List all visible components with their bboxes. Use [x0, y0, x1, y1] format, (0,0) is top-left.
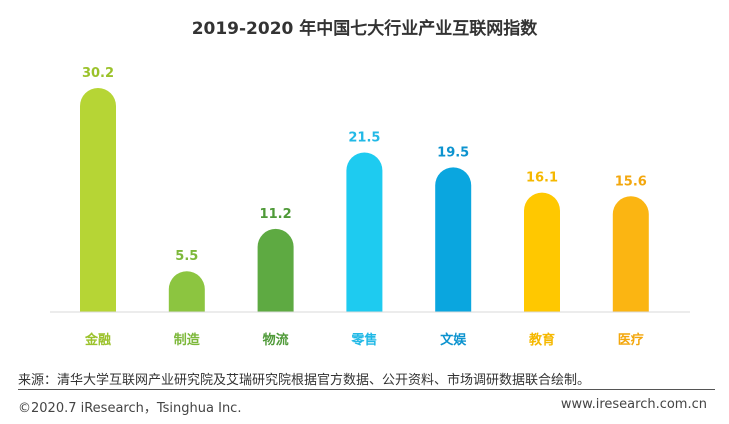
category-label-2: 制造	[174, 332, 201, 348]
category-label-1: 金融	[84, 332, 111, 348]
category-label-4: 零售	[350, 332, 377, 348]
website-link[interactable]: www.iresearch.com.cn	[560, 397, 707, 412]
bar-5	[435, 167, 472, 312]
bar-chart: 30.2 金融 5.5 制造 11.2 物流 21.5 零售 19.5 文娱 16.1 教育 15.6 医…	[50, 66, 690, 348]
copyright-text: ©2020.7 iResearch，Tsinghua Inc.	[18, 401, 242, 416]
footer-divider	[18, 389, 715, 390]
labels-layer: 30.2 金融 5.5 制造 11.2 物流 21.5 零售 19.5 文娱 16.1 教育 15.6 医…	[82, 66, 647, 348]
data-label-6: 16.1	[526, 171, 558, 186]
category-label-6: 教育	[528, 332, 555, 348]
bar-1	[80, 88, 116, 312]
category-label-7: 医疗	[618, 332, 644, 348]
bar-4	[346, 152, 383, 312]
data-label-4: 21.5	[348, 131, 380, 146]
bars-layer	[80, 88, 649, 312]
bar-6	[524, 192, 560, 312]
data-label-1: 30.2	[82, 66, 114, 81]
chart-title: 2019-2020 年中国七大行业产业互联网指数	[191, 19, 538, 39]
data-label-5: 19.5	[437, 145, 469, 160]
bar-7	[612, 196, 649, 312]
data-label-2: 5.5	[175, 249, 198, 264]
data-label-7: 15.6	[615, 174, 647, 189]
bar-2	[168, 271, 205, 312]
bar-3	[257, 228, 294, 312]
source-note: 来源：清华大学互联网产业研究院及艾瑞研究院根据官方数据、公开资料、市场调研数据联…	[18, 373, 591, 388]
category-label-5: 文娱	[440, 332, 467, 348]
data-label-3: 11.2	[260, 207, 292, 222]
category-label-3: 物流	[263, 332, 289, 348]
